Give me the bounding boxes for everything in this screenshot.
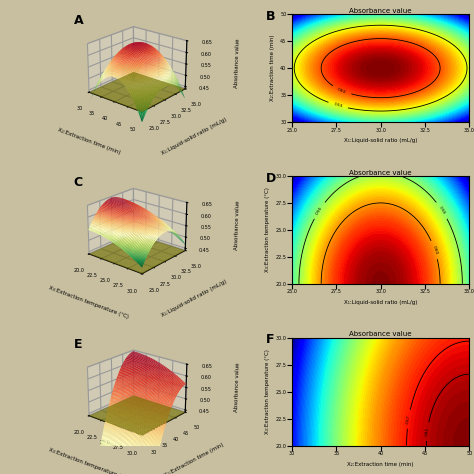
Y-axis label: X₃:Extraction temperature (°C): X₃:Extraction temperature (°C) bbox=[265, 349, 270, 434]
Title: Absorbance value: Absorbance value bbox=[349, 331, 412, 337]
Text: C: C bbox=[73, 176, 82, 189]
Text: 0.56: 0.56 bbox=[438, 205, 446, 215]
Text: E: E bbox=[73, 337, 82, 351]
Y-axis label: X₂:Extraction time (min): X₂:Extraction time (min) bbox=[164, 442, 225, 474]
Text: 0.57: 0.57 bbox=[406, 414, 411, 424]
Text: F: F bbox=[265, 333, 274, 346]
Text: A: A bbox=[73, 14, 83, 27]
Y-axis label: X₁:Liquid-solid ratio (mL/g): X₁:Liquid-solid ratio (mL/g) bbox=[161, 117, 228, 156]
X-axis label: X₂:Extraction time (min): X₂:Extraction time (min) bbox=[347, 462, 414, 467]
Text: B: B bbox=[265, 10, 275, 23]
Y-axis label: X₂:Extraction time (min): X₂:Extraction time (min) bbox=[270, 35, 274, 101]
X-axis label: X₃:Extraction temperature (°C): X₃:Extraction temperature (°C) bbox=[48, 447, 129, 474]
X-axis label: X₁:Liquid-solid ratio (mL/g): X₁:Liquid-solid ratio (mL/g) bbox=[344, 138, 417, 143]
Text: 0.56: 0.56 bbox=[315, 205, 323, 215]
X-axis label: X₁:Liquid-solid ratio (mL/g): X₁:Liquid-solid ratio (mL/g) bbox=[344, 300, 417, 305]
Y-axis label: X₃:Extraction temperature (°C): X₃:Extraction temperature (°C) bbox=[265, 187, 270, 273]
X-axis label: X₂:Extraction time (min): X₂:Extraction time (min) bbox=[57, 127, 121, 155]
Text: 0.61: 0.61 bbox=[425, 427, 430, 436]
X-axis label: X₃:Extraction temperature (°C): X₃:Extraction temperature (°C) bbox=[48, 285, 129, 320]
Title: Absorbance value: Absorbance value bbox=[349, 170, 412, 175]
Text: 0.55: 0.55 bbox=[333, 102, 343, 109]
Text: 0.60: 0.60 bbox=[431, 245, 438, 255]
Text: 0.60: 0.60 bbox=[337, 87, 347, 94]
Text: D: D bbox=[265, 172, 276, 185]
Title: Absorbance value: Absorbance value bbox=[349, 8, 412, 14]
Y-axis label: X₁:Liquid-solid ratio (mL/g): X₁:Liquid-solid ratio (mL/g) bbox=[161, 279, 228, 318]
